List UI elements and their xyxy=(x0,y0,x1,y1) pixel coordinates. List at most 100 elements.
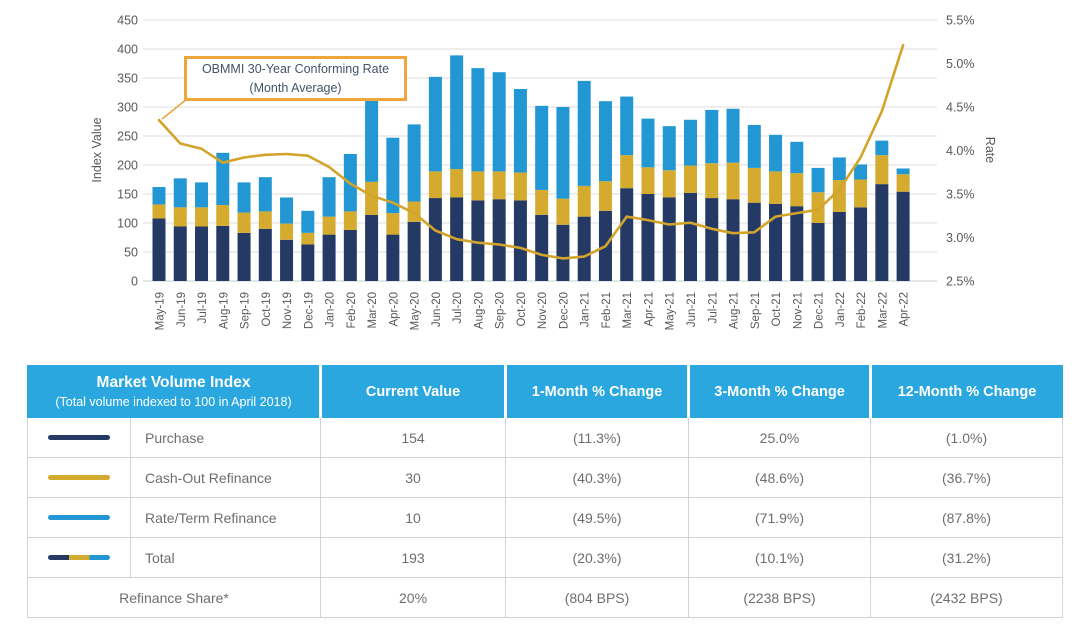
value-cell-3: (36.7%) xyxy=(870,457,1064,498)
bar-cash-out-refinance xyxy=(556,198,570,225)
bar-rate-term-refinance xyxy=(726,108,740,163)
bar-cash-out-refinance xyxy=(471,171,485,201)
table-row-cash-out-refinance: Cash-Out Refinance 30 (40.3%) (48.6%) (36.7%… xyxy=(27,457,1064,498)
legend-swatch-cell xyxy=(27,417,131,458)
bar-cash-out-refinance xyxy=(513,172,527,201)
bar-cash-out-refinance xyxy=(301,232,315,245)
bar-rate-term-refinance xyxy=(513,89,527,173)
x-axis-month-label: May-19 xyxy=(155,292,167,330)
x-axis-month-label: Mar-22 xyxy=(877,292,889,328)
bar-rate-term-refinance xyxy=(428,76,442,172)
bar-rate-term-refinance xyxy=(684,119,697,166)
bar-rate-term-refinance xyxy=(769,134,783,172)
bar-purchase xyxy=(237,232,251,281)
bar-cash-out-refinance xyxy=(769,171,783,204)
value-cell-3: (1.0%) xyxy=(870,417,1064,458)
bar-purchase xyxy=(556,224,570,281)
value-cell-0: 10 xyxy=(320,497,507,538)
bar-cash-out-refinance xyxy=(322,216,336,235)
legend-line-icon xyxy=(48,475,110,480)
bar-rate-term-refinance xyxy=(407,124,421,202)
table-subtitle: (Total volume indexed to 100 in April 20… xyxy=(55,394,292,409)
x-axis-month-label: Jul-19 xyxy=(197,292,209,323)
x-axis-month-label: Dec-19 xyxy=(303,292,315,329)
value-cell-0: 30 xyxy=(320,457,507,498)
bar-purchase xyxy=(662,197,676,281)
table-row-refinance-share: Refinance Share* 20% (804 BPS) (2238 BPS) (2… xyxy=(26,577,1064,618)
x-axis-month-label: Oct-21 xyxy=(771,292,783,327)
value-cell-2: (2238 BPS) xyxy=(688,577,872,618)
bar-cash-out-refinance xyxy=(832,180,846,212)
bar-rate-term-refinance xyxy=(662,126,676,171)
row-label: Refinance Share* xyxy=(26,577,322,618)
left-axis-tick-label: 150 xyxy=(117,188,138,202)
x-axis-month-label: Aug-19 xyxy=(218,292,230,329)
bar-cash-out-refinance xyxy=(620,155,634,189)
value-cell-2: 25.0% xyxy=(688,417,872,458)
column-header-12-month: 12-Month % Change xyxy=(870,365,1064,418)
value-cell-3: (31.2%) xyxy=(870,537,1064,578)
legend-swatch-cell xyxy=(27,537,131,578)
x-axis-month-label: Nov-20 xyxy=(537,292,549,329)
bar-purchase xyxy=(513,200,527,281)
left-axis-tick-label: 300 xyxy=(117,101,138,115)
bar-rate-term-refinance xyxy=(450,55,464,170)
row-label: Purchase xyxy=(129,417,322,458)
x-axis-month-label: Jan-21 xyxy=(580,292,592,327)
annotation-leader-line xyxy=(161,98,188,120)
x-axis-month-label: Jun-19 xyxy=(176,292,188,327)
table-row-purchase: Purchase 154 (11.3%) 25.0% (1.0%) xyxy=(27,417,1064,458)
right-axis-title: Rate xyxy=(983,137,997,163)
bar-cash-out-refinance xyxy=(428,171,442,199)
bar-cash-out-refinance xyxy=(216,205,230,226)
annotation-line2: (Month Average) xyxy=(249,80,342,95)
bar-cash-out-refinance xyxy=(684,165,697,193)
column-header-1-month: 1-Month % Change xyxy=(505,365,691,418)
bar-purchase xyxy=(875,184,889,281)
bar-rate-term-refinance xyxy=(790,141,804,174)
row-label: Cash-Out Refinance xyxy=(129,457,322,498)
x-axis-month-label: Apr-20 xyxy=(388,292,400,327)
bar-purchase xyxy=(832,211,846,281)
x-axis-month-label: Jan-22 xyxy=(835,292,847,327)
bar-cash-out-refinance xyxy=(343,211,357,230)
bar-purchase xyxy=(343,229,357,281)
right-axis-tick-label: 3.5% xyxy=(946,188,975,202)
bar-purchase xyxy=(195,226,209,281)
bar-cash-out-refinance xyxy=(258,211,272,229)
bar-rate-term-refinance xyxy=(258,177,272,212)
bar-purchase xyxy=(216,225,230,281)
bar-rate-term-refinance xyxy=(301,210,315,233)
bar-rate-term-refinance xyxy=(896,168,910,175)
bar-rate-term-refinance xyxy=(875,140,889,156)
bar-purchase xyxy=(280,239,294,281)
column-header-3-month: 3-Month % Change xyxy=(688,365,873,418)
bar-purchase xyxy=(173,226,187,281)
bar-rate-term-refinance xyxy=(620,96,634,156)
left-axis-title: Index Value xyxy=(90,117,104,182)
x-axis-month-label: Sep-20 xyxy=(495,292,507,329)
market-volume-table: Market Volume Index (Total volume indexe… xyxy=(26,365,1064,618)
left-axis-tick-label: 50 xyxy=(124,246,138,260)
bar-rate-term-refinance xyxy=(535,105,549,190)
bar-cash-out-refinance xyxy=(662,170,676,198)
bar-cash-out-refinance xyxy=(535,189,549,215)
right-axis-tick-label: 2.5% xyxy=(946,275,975,289)
bar-rate-term-refinance xyxy=(577,80,591,186)
bar-rate-term-refinance xyxy=(195,182,209,208)
legend-line-icon xyxy=(48,555,110,560)
bar-purchase xyxy=(790,206,804,281)
x-axis-month-label: Feb-22 xyxy=(856,292,868,328)
row-label: Total xyxy=(129,537,322,578)
value-cell-2: (71.9%) xyxy=(688,497,872,538)
bar-purchase xyxy=(152,218,166,281)
bar-purchase xyxy=(365,214,379,281)
bar-rate-term-refinance xyxy=(811,167,825,193)
bar-purchase xyxy=(535,214,549,281)
bar-rate-term-refinance xyxy=(365,99,379,182)
bar-cash-out-refinance xyxy=(726,162,740,200)
bar-cash-out-refinance xyxy=(811,192,825,223)
bar-purchase xyxy=(258,228,272,281)
bar-purchase xyxy=(407,221,421,281)
table-title: Market Volume Index xyxy=(96,373,251,391)
